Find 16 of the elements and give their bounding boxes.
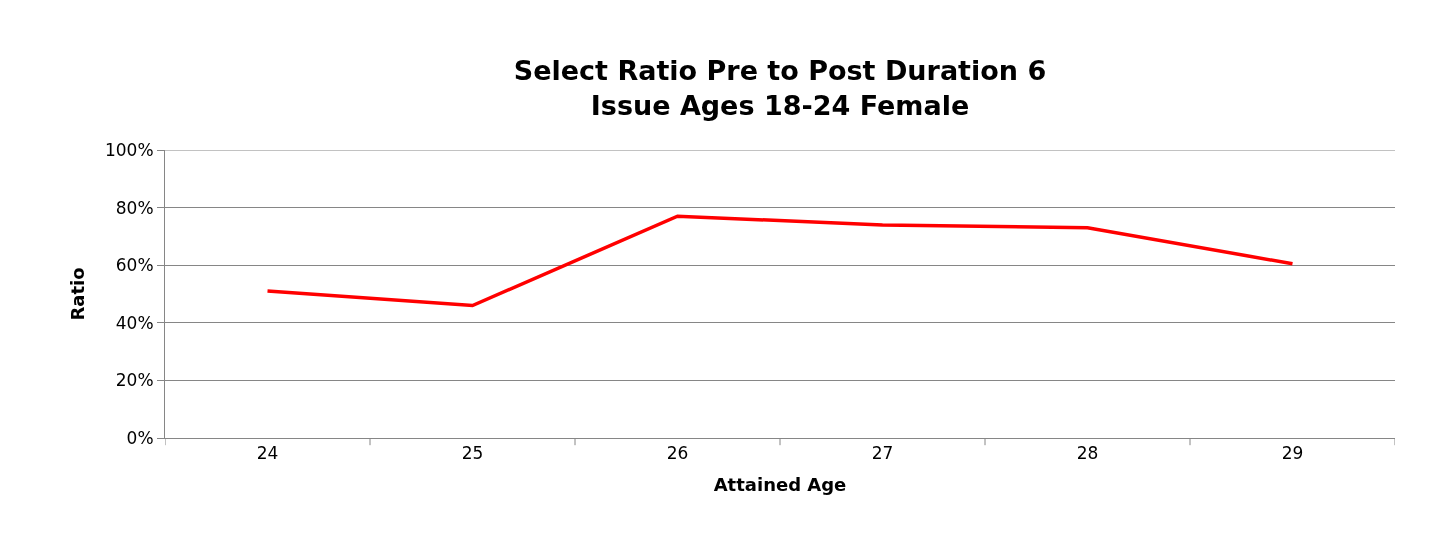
line-series <box>265 214 1295 308</box>
y-tick-label: 20% <box>115 370 154 391</box>
x-tick-label: 24 <box>256 443 279 464</box>
x-axis-title: Attained Age <box>713 473 847 495</box>
y-tick-label: 0% <box>126 427 154 448</box>
y-tick-label: 100% <box>104 139 154 160</box>
chart-title: Select Ratio Pre to Post Duration 6 Issue Ages 18-24 Female <box>513 55 1047 122</box>
y-tick-label: 60% <box>115 255 154 276</box>
y-tick-label: 80% <box>115 197 154 218</box>
x-tick-label: 25 <box>461 443 484 464</box>
x-tick-label: 27 <box>871 443 894 464</box>
y-tick-label: 40% <box>115 312 154 333</box>
x-tick-label: 29 <box>1281 443 1304 464</box>
y-axis-title: Ratio <box>67 267 89 321</box>
x-tick-label: 26 <box>666 443 689 464</box>
x-tick-label: 28 <box>1076 443 1099 464</box>
